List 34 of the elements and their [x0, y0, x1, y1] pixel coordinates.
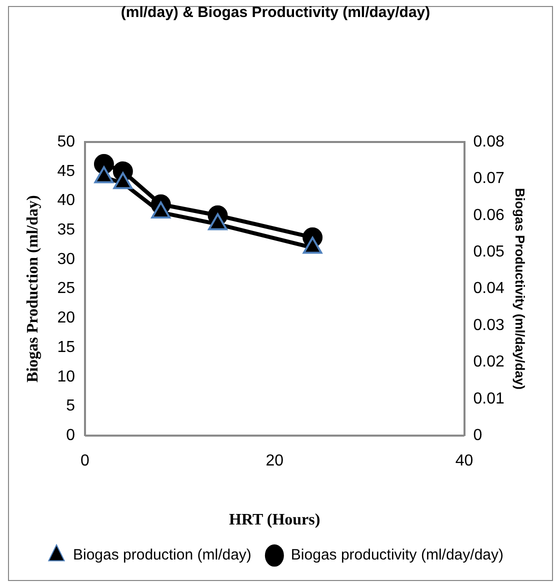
y2-tick-label: 0.02: [473, 354, 504, 371]
y-tick-label: 20: [57, 310, 76, 327]
x-axis-title: HRT (Hours): [229, 512, 320, 529]
y-tick-label: 5: [66, 398, 76, 415]
y-tick-label: 0: [66, 427, 76, 444]
y-tick-label: 25: [57, 280, 76, 298]
point: [94, 166, 114, 184]
y2-tick-label: 0.08: [473, 133, 504, 150]
x-tick-label: 20: [266, 452, 284, 470]
y2-tick-label: 0.04: [473, 280, 504, 298]
y-tick-label: 10: [57, 368, 76, 386]
chart-title: (ml/day) & Biogas Productivity (ml/day/day): [120, 4, 430, 22]
point: [113, 172, 133, 190]
y2-tick-label: 0.07: [473, 170, 504, 188]
y-tick-label: 50: [57, 133, 76, 150]
x-tick-label: 40: [455, 452, 474, 470]
y-tick-label: 15: [57, 338, 76, 356]
y2-tick-label: 0.01: [473, 390, 504, 408]
y2-tick-label: 0.05: [473, 244, 504, 261]
y-axis-title: Biogas Production (ml/day): [24, 195, 42, 382]
y-tick-label: 35: [57, 221, 76, 238]
point: [208, 213, 228, 230]
point: [302, 236, 322, 254]
legend-label: Biogas production (ml/day): [73, 546, 252, 564]
legend-label: Biogas productivity (ml/day/day): [290, 546, 504, 564]
x-tick-label: 0: [80, 452, 90, 470]
y-tick-label: 30: [57, 250, 76, 268]
y2-axis-title: Biogas Productivity (ml/day/day): [512, 188, 528, 390]
y2-tick-label: 0.06: [473, 206, 504, 224]
point: [151, 201, 171, 218]
y2-tick-label: 0: [473, 427, 482, 444]
y-tick-label: 45: [57, 162, 76, 180]
y-tick-label: 40: [57, 192, 76, 210]
y2-tick-label: 0.03: [473, 316, 504, 334]
